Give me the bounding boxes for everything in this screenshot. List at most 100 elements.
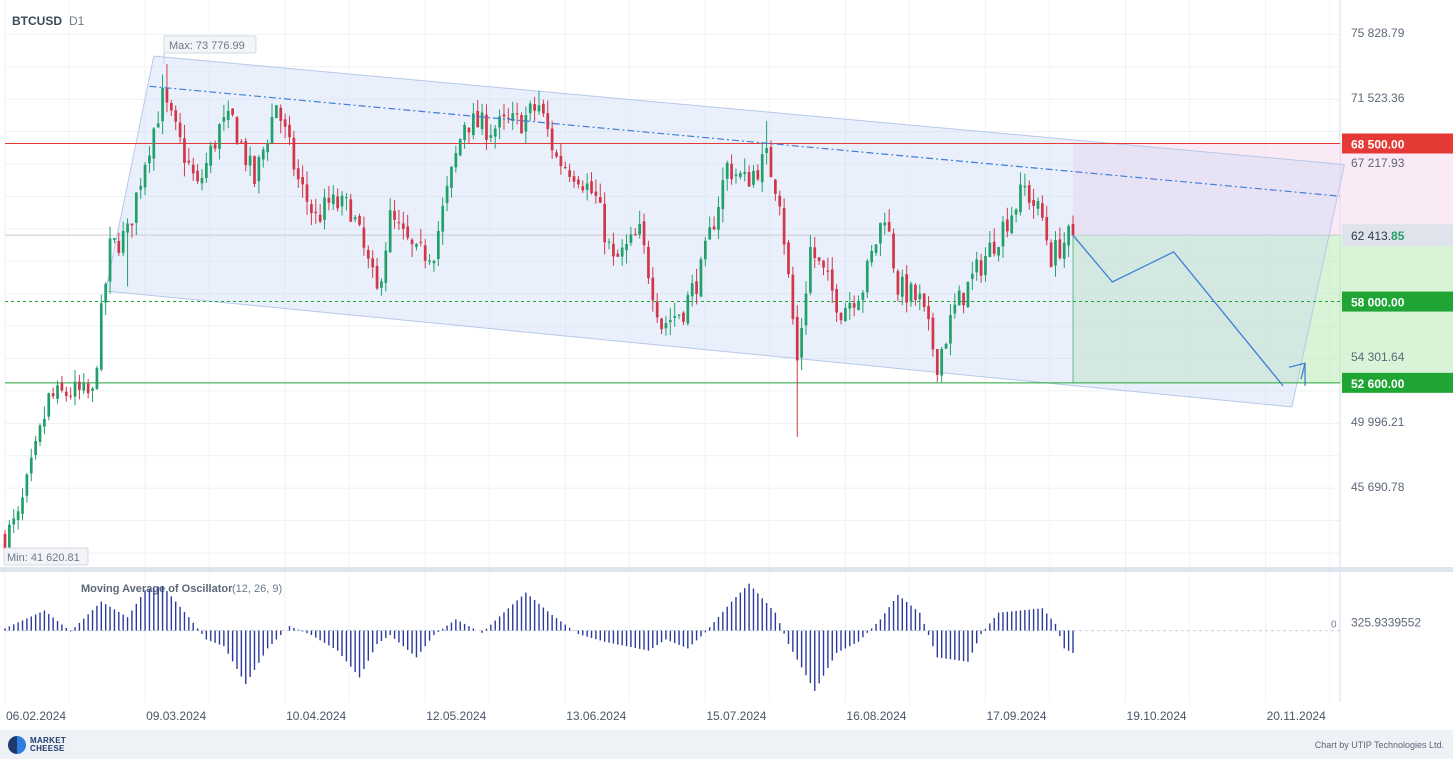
channel-band — [105, 55, 1345, 408]
candle-body — [717, 206, 720, 230]
candle-body — [480, 112, 484, 130]
logo-icon — [8, 736, 26, 754]
x-tick-label: 13.06.2024 — [566, 709, 626, 723]
candle-body — [962, 292, 965, 306]
current-price-decimals: 85 — [1391, 229, 1405, 243]
candle-body — [572, 176, 576, 182]
candle-body — [240, 141, 243, 143]
candle-body — [288, 124, 291, 138]
candle-body — [305, 184, 309, 202]
candle-body — [336, 196, 340, 209]
candle-body — [1001, 221, 1005, 247]
candle-body — [458, 139, 462, 156]
logo-line1: MARKET — [30, 736, 67, 745]
price-axis: 75 828.79 71 523.36 67 217.93 54 301.64 49 9… — [1342, 26, 1453, 494]
candle-body — [598, 197, 602, 203]
candle-body — [340, 195, 344, 207]
candle-body — [406, 226, 410, 238]
candle-body — [712, 226, 716, 230]
candle-body — [927, 306, 930, 320]
candle-body — [117, 241, 121, 253]
candle-body — [852, 303, 856, 308]
candle-body — [1019, 184, 1022, 213]
candle-body — [537, 105, 541, 112]
candle-body — [957, 290, 961, 306]
candle-body — [248, 155, 252, 166]
level-price-text: 68 500.00 — [1351, 137, 1405, 151]
x-tick-label: 16.08.2024 — [846, 709, 906, 723]
candle-body — [423, 245, 427, 261]
candle-body — [865, 260, 869, 293]
price-chart[interactable]: Max: 73 776.99 Min: 41 620.81 75 828.79 71… — [0, 0, 1453, 730]
candle-body — [629, 234, 633, 243]
candle-body — [1045, 217, 1049, 241]
time-axis: 06.02.2024 09.03.2024 10.04.2024 12.05.2024… — [6, 709, 1326, 723]
candle-body — [310, 204, 313, 214]
candle-body — [148, 155, 151, 164]
panel-separator — [0, 567, 1453, 572]
candle-body — [953, 304, 957, 314]
candle-body — [966, 281, 970, 308]
candle-body — [139, 185, 143, 190]
candle-body — [568, 170, 571, 177]
candle-body — [555, 152, 558, 157]
oscillator-panel: Moving Average of Oscillator (12, 26, 9) 0… — [4, 583, 1421, 691]
candle-body — [266, 143, 269, 153]
candle-body — [791, 274, 795, 320]
candle-body — [984, 256, 987, 276]
candle-body — [410, 239, 414, 245]
candle-body — [104, 283, 108, 303]
candle-body — [1023, 185, 1027, 188]
candle-body — [760, 154, 764, 183]
candle-body — [121, 231, 125, 253]
candle-body — [178, 122, 182, 138]
candle-body — [542, 103, 545, 114]
candle-body — [734, 174, 738, 177]
candle-body — [152, 128, 156, 159]
candle-body — [1032, 200, 1035, 206]
candle-body — [235, 117, 239, 145]
candle-body — [108, 238, 112, 282]
trendline-dashdot — [149, 85, 1341, 197]
candle-body — [209, 145, 213, 166]
candle-body — [82, 382, 86, 391]
candle-body — [607, 241, 611, 243]
target-zones — [1072, 143, 1453, 383]
candle-body — [533, 104, 536, 111]
candle-body — [419, 241, 423, 243]
candle-body — [371, 258, 375, 268]
candle-body — [979, 260, 983, 276]
candle-body — [362, 227, 366, 248]
timeframe-label[interactable]: D1 — [69, 14, 85, 28]
level-price-text: 52 600.00 — [1351, 377, 1405, 391]
candle-body — [1049, 242, 1053, 267]
y-tick-label: 71 523.36 — [1351, 91, 1405, 105]
candle-body — [546, 113, 550, 130]
chart-overlays: Max: 73 776.99 Min: 41 620.81 — [3, 35, 1341, 566]
candle-body — [200, 178, 204, 184]
candle-body — [231, 108, 234, 115]
candle-body — [43, 418, 46, 427]
candle-body — [401, 223, 405, 229]
candle-body — [1014, 209, 1018, 215]
candle-body — [471, 113, 475, 136]
candle-body — [345, 197, 348, 199]
candle-body — [485, 114, 488, 140]
candle-body — [730, 163, 733, 180]
candle-body — [844, 308, 847, 322]
candle-body — [756, 170, 760, 180]
candle-body — [585, 183, 589, 190]
stop-loss-zone — [1073, 143, 1453, 236]
candle-body — [476, 110, 480, 128]
candle-body — [358, 216, 361, 225]
candle-body — [892, 233, 895, 269]
candle-body — [651, 277, 655, 301]
candle-body — [196, 170, 199, 182]
candle-body — [279, 107, 283, 121]
candle-body — [550, 128, 554, 151]
candle-body — [695, 281, 698, 295]
oscillator-value-label: 325.9339552 — [1351, 616, 1421, 630]
candle-body — [467, 127, 471, 133]
candle-body — [161, 87, 164, 122]
candle-body — [638, 223, 642, 235]
